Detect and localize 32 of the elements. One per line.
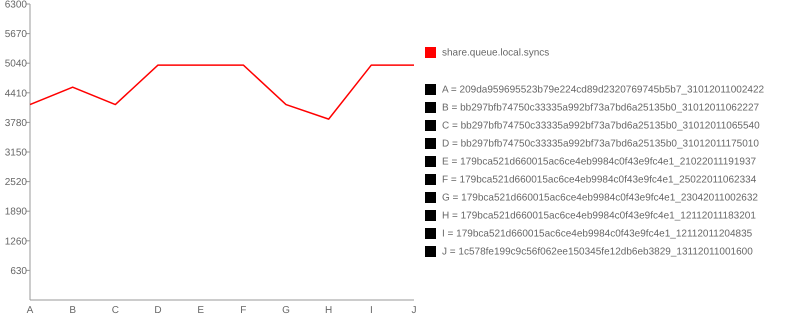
line-series	[29, 64, 415, 120]
text: B = bb297bfb74750c33335a992bf73a7bd6a25135b0_31012011062227	[442, 102, 760, 114]
x-tick-label: J	[412, 305, 416, 316]
x-tick-label: F	[240, 305, 246, 316]
y-tick-label: 630	[10, 266, 28, 277]
y-tick-label: 5040	[4, 58, 28, 70]
x-tick-label: C	[112, 305, 119, 316]
text: C = bb297bfb74750c33335a992bf73a7bd6a25135b0_31012011065540	[442, 120, 760, 132]
text: D = bb297bfb74750c33335a992bf73a7bd6a25135b0_31012011175010	[442, 138, 760, 150]
text: A = 209da959695523b79e224cd89d2320769745b5b7_31012011002422	[442, 84, 765, 96]
x-tick-label: G	[282, 305, 290, 316]
x-tick-label: E	[197, 305, 204, 316]
y-tick-label: 1890	[4, 206, 28, 218]
y-tick-label: 5670	[4, 29, 28, 40]
y-tick-label: 3150	[4, 148, 28, 158]
x-tick-label: D	[154, 305, 162, 316]
y-tick-label: 6300	[4, 0, 28, 10]
x-tick-label: H	[325, 305, 332, 316]
legend-label: share.queue.local.syncs	[442, 48, 550, 58]
text: J = 1c578fe199c9c56f062ee150345fe12db6eb3829_13112011001600	[442, 246, 754, 258]
x-tick-label: A	[26, 305, 34, 316]
text: I = 179bca521d660015ac6ce4eb9984c0f43e9fc4e1_12112011204835	[442, 228, 753, 240]
text: E = 179bca521d660015ac6ce4eb9984c0f43e9fc4e1_21022011191937	[442, 156, 757, 168]
y-tick-label: 2520	[4, 177, 28, 188]
y-tick-label: 1260	[4, 236, 28, 248]
x-tick-label: I	[370, 305, 373, 316]
y-tick-label: 3780	[4, 118, 28, 129]
y-tick-label: 4410	[4, 88, 28, 100]
x-tick-label: B	[69, 305, 76, 316]
text: G = 179bca521d660015ac6ce4eb9984c0f43e9fc4e1_23042011002632	[442, 192, 758, 204]
text: H = 179bca521d660015ac6ce4eb9984c0f43e9fc4e1_12112011183201	[442, 210, 756, 222]
text: F = 179bca521d660015ac6ce4eb9984c0f43e9fc4e1_25022011062334	[442, 174, 757, 186]
